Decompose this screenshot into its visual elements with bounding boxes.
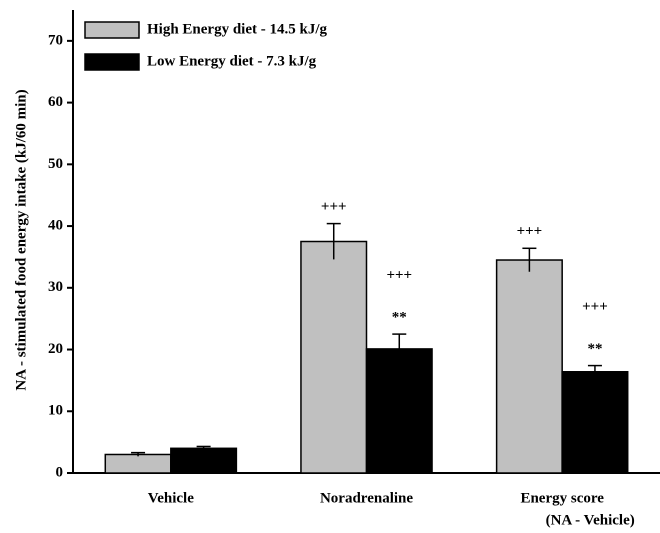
y-tick-label: 0 bbox=[56, 464, 64, 480]
x-tick-label: Noradrenaline bbox=[320, 490, 413, 506]
y-tick-label: 50 bbox=[48, 156, 63, 172]
y-tick-label: 70 bbox=[48, 32, 63, 48]
annotation: ** bbox=[392, 310, 407, 326]
annotation: +++ bbox=[321, 199, 347, 215]
bar bbox=[495, 259, 563, 474]
y-tick-label: 60 bbox=[48, 94, 63, 110]
annotation: ** bbox=[587, 341, 602, 357]
bar bbox=[300, 240, 368, 474]
legend-swatch bbox=[84, 53, 140, 71]
legend-label: Low Energy diet - 7.3 kJ/g bbox=[147, 53, 317, 69]
y-tick-label: 40 bbox=[48, 218, 63, 234]
x-tick-label: Vehicle bbox=[148, 490, 194, 506]
x-tick-label: (NA - Vehicle) bbox=[546, 512, 635, 528]
annotation: +++ bbox=[517, 224, 543, 240]
bar bbox=[561, 371, 629, 474]
legend-label: High Energy diet - 14.5 kJ/g bbox=[147, 21, 328, 37]
bar bbox=[170, 447, 238, 474]
y-tick-label: 20 bbox=[48, 341, 63, 357]
x-tick-label: Energy score bbox=[520, 490, 604, 506]
y-tick-label: 30 bbox=[48, 279, 63, 295]
y-tick-label: 10 bbox=[48, 403, 63, 419]
legend-swatch bbox=[84, 21, 140, 39]
annotation: +++ bbox=[386, 268, 412, 284]
annotation: +++ bbox=[582, 299, 608, 315]
bar bbox=[365, 348, 433, 474]
bar bbox=[104, 453, 172, 474]
y-axis-label: NA - stimulated food energy intake (kJ/6… bbox=[13, 89, 29, 390]
